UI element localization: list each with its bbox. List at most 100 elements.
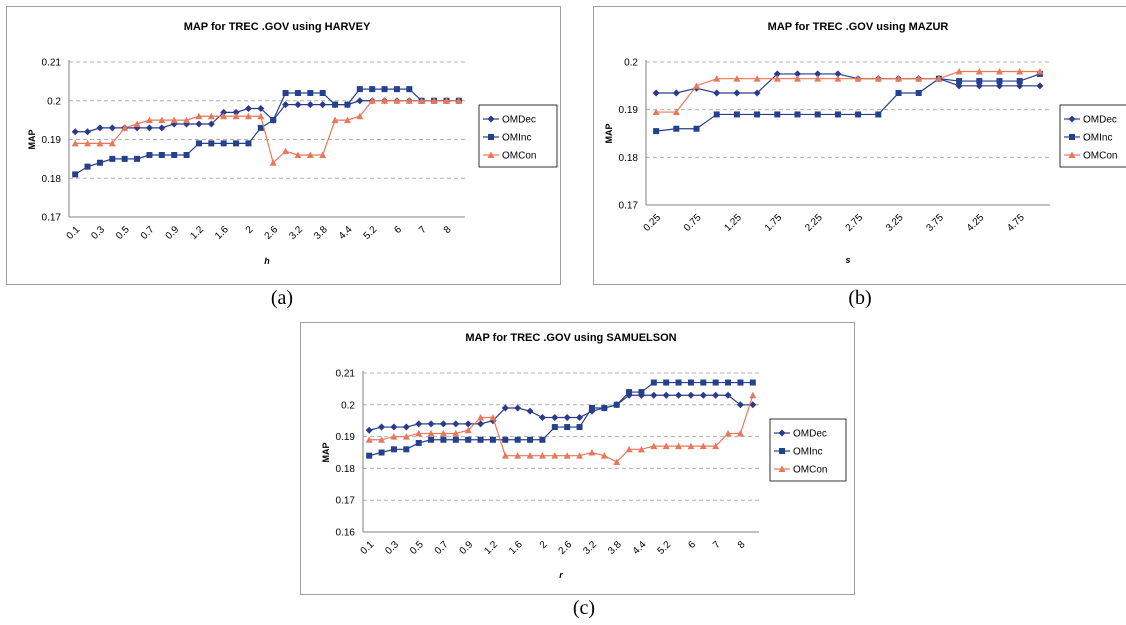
- series-line: [74, 88, 459, 175]
- data-point: [282, 101, 290, 109]
- data-point: [84, 139, 92, 147]
- data-point: [526, 452, 534, 459]
- data-point: [650, 442, 658, 450]
- x-tick-label: 3.2: [581, 539, 599, 557]
- data-point: [699, 391, 707, 399]
- data-point: [693, 82, 700, 89]
- x-tick-label: 3.75: [924, 212, 946, 234]
- data-point: [356, 97, 364, 105]
- y-tick-label: 0.21: [336, 369, 356, 380]
- data-point: [588, 404, 595, 411]
- data-point: [724, 391, 732, 399]
- data-point: [366, 452, 373, 459]
- data-point: [501, 452, 509, 459]
- data-point: [650, 391, 658, 399]
- chart-panel-mazur: MAP for TREC .GOV using MAZUR 0.17 0.18 0.1…: [593, 6, 1126, 285]
- data-point: [794, 75, 801, 82]
- data-point: [672, 108, 680, 116]
- y-tick-label: 0.17: [336, 496, 356, 507]
- data-point: [551, 414, 559, 422]
- data-point: [1036, 68, 1044, 75]
- y-tick-label: 0.2: [341, 400, 355, 411]
- data-point: [855, 111, 862, 118]
- data-point: [183, 116, 191, 124]
- data-point: [84, 163, 91, 170]
- legend: OMDec OMInc OMCon: [769, 418, 847, 482]
- legend-marker: [1069, 134, 1075, 140]
- data-point: [539, 436, 546, 443]
- legend-marker: [488, 134, 494, 140]
- data-point: [402, 423, 410, 431]
- data-point: [121, 155, 128, 162]
- data-point: [895, 89, 902, 96]
- data-point: [814, 111, 821, 118]
- data-point: [306, 151, 314, 158]
- caption-a: (a): [270, 287, 294, 309]
- data-point: [244, 105, 252, 112]
- data-point: [935, 75, 943, 82]
- data-point: [294, 101, 302, 109]
- data-point: [439, 420, 447, 428]
- data-point: [133, 120, 141, 127]
- data-point: [600, 452, 608, 459]
- chart-title: MAP for TREC .GOV using SAMUELSON: [465, 332, 676, 344]
- data-point: [662, 391, 670, 399]
- x-tick-label: 0.3: [89, 224, 107, 242]
- data-point: [294, 151, 302, 158]
- data-point: [207, 112, 215, 120]
- legend-entry: OMCon: [793, 465, 827, 476]
- x-tick-label: 0.1: [359, 539, 377, 557]
- data-point: [84, 128, 92, 136]
- chart-title: MAP for TREC .GOV using HARVEY: [184, 21, 371, 33]
- data-point: [406, 86, 413, 93]
- data-point: [343, 116, 351, 124]
- data-point: [675, 391, 683, 399]
- data-point: [331, 116, 339, 124]
- data-point: [915, 75, 923, 82]
- data-point: [502, 436, 509, 443]
- data-point: [145, 116, 153, 124]
- data-point: [427, 429, 435, 437]
- data-point: [526, 407, 534, 415]
- data-point: [220, 140, 227, 147]
- data-point: [195, 120, 203, 128]
- data-point: [428, 436, 435, 443]
- series-omdec: [652, 70, 1044, 97]
- y-axis-label: MAP: [604, 124, 614, 144]
- y-tick-label: 0.18: [619, 153, 639, 164]
- y-tick-label: 0.18: [336, 464, 356, 475]
- data-point: [955, 68, 963, 75]
- x-tick-label: 0.9: [458, 539, 476, 557]
- x-tick-label: 3.8: [312, 224, 330, 242]
- data-point: [874, 75, 882, 82]
- data-point: [381, 86, 388, 93]
- data-point: [307, 90, 314, 96]
- legend-marker: [778, 429, 786, 437]
- data-point: [996, 68, 1003, 75]
- series-line: [656, 73, 1040, 94]
- data-point: [955, 82, 963, 90]
- data-point: [440, 436, 447, 443]
- data-point: [834, 111, 841, 118]
- data-point: [733, 111, 740, 118]
- legend-marker: [487, 151, 495, 158]
- data-point: [109, 155, 116, 162]
- x-axis-label: h: [264, 256, 270, 266]
- x-tick-label: 1.2: [482, 539, 500, 557]
- data-point: [452, 420, 460, 428]
- data-point: [294, 90, 301, 96]
- x-axis-label: s: [845, 255, 850, 265]
- data-point: [551, 452, 559, 459]
- data-point: [72, 171, 79, 178]
- data-point: [233, 140, 240, 147]
- legend-marker: [778, 465, 786, 472]
- data-point: [393, 97, 401, 104]
- data-point: [1016, 82, 1024, 90]
- data-point: [773, 75, 781, 82]
- x-tick-label: 1.6: [213, 224, 231, 242]
- data-point: [381, 97, 389, 104]
- series-line: [369, 394, 753, 431]
- legend-entry: OMDec: [502, 115, 536, 126]
- data-point: [713, 111, 720, 118]
- series-line: [75, 100, 459, 164]
